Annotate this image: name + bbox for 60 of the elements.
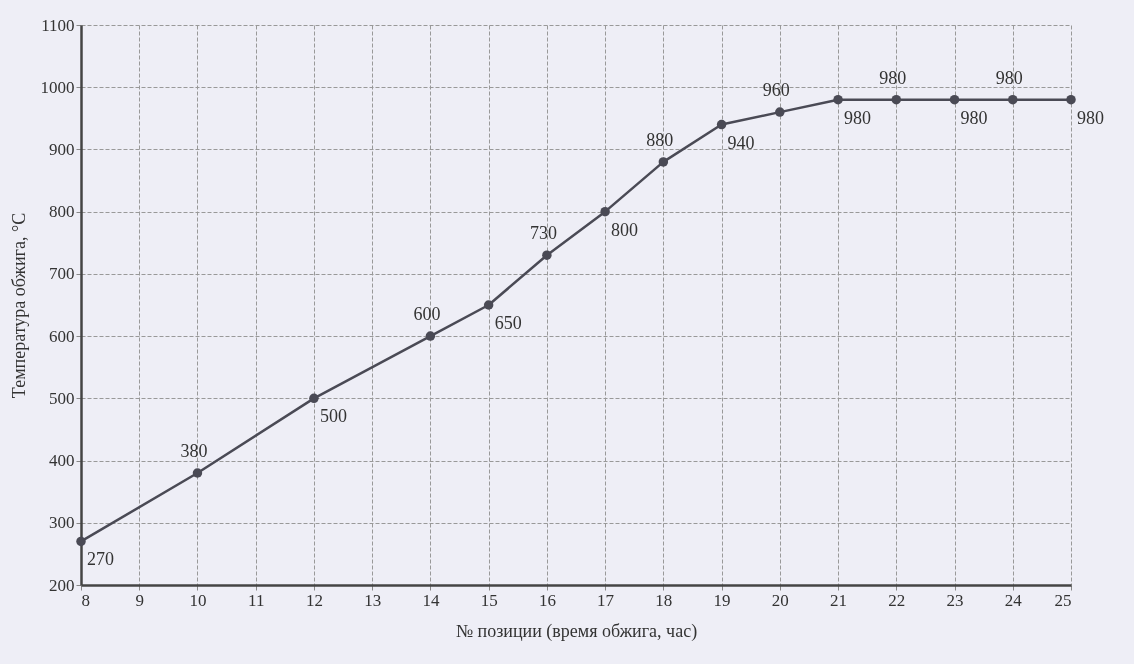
y-tick-label: 500: [49, 388, 75, 408]
data-label: 270: [87, 549, 114, 570]
data-label: 980: [844, 107, 872, 128]
data-label: 980: [1077, 107, 1104, 128]
point: [192, 468, 203, 478]
y-tick-label: 700: [49, 264, 75, 284]
x-tick-label: 18: [655, 590, 673, 610]
data-label: 980: [960, 107, 988, 128]
x-tick-label: 22: [888, 590, 906, 610]
point: [1066, 94, 1076, 105]
x-tick-label: 15: [480, 590, 498, 610]
y-tick-label: 800: [49, 202, 75, 222]
x-tick-label: 20: [771, 590, 789, 610]
y-tick-label: 200: [49, 575, 75, 595]
data-label: 730: [529, 223, 557, 244]
x-tick-label: 8: [81, 590, 90, 610]
point: [542, 250, 552, 260]
point: [949, 94, 960, 105]
x-tick-label: 9: [135, 590, 144, 610]
x-tick-label: 16: [538, 590, 556, 610]
x-tick-label: 25: [1054, 590, 1072, 610]
x-tick-label: 23: [946, 590, 964, 610]
x-tick-label: 10: [189, 590, 207, 610]
point: [1008, 94, 1018, 105]
point: [483, 300, 494, 310]
data-label: 980: [879, 67, 907, 88]
y-tick-label: 400: [49, 451, 75, 471]
data-label: 960: [762, 80, 790, 101]
point: [658, 157, 669, 167]
x-tick-label: 11: [248, 590, 265, 610]
x-axis-title: № позиции (время обжига, час): [455, 620, 698, 642]
data-label: 980: [995, 67, 1023, 88]
x-tick-label: 24: [1004, 590, 1023, 610]
y-tick-label: 900: [49, 139, 75, 159]
y-tick-label: 1100: [41, 15, 75, 35]
point: [309, 393, 319, 404]
point: [891, 94, 902, 105]
point: [76, 536, 86, 547]
data-label: 880: [646, 129, 674, 150]
point: [716, 119, 727, 130]
x-tick-label: 14: [422, 590, 440, 610]
data-label: 650: [494, 313, 522, 333]
y-tick-label: 600: [49, 326, 75, 346]
point: [833, 94, 843, 105]
x-tick-label: 19: [713, 590, 731, 610]
x-tick-label: 17: [597, 590, 615, 610]
point: [600, 206, 610, 217]
x-tick-label: 12: [305, 590, 323, 610]
data-label: 600: [413, 304, 441, 325]
data-label: 940: [727, 132, 755, 153]
data-label: 800: [611, 219, 639, 240]
point: [425, 331, 436, 341]
y-axis-title: Температура обжига, °С: [8, 212, 29, 399]
point: [775, 107, 785, 117]
y-tick-label: 300: [49, 513, 75, 533]
x-tick-label: 21: [830, 590, 848, 610]
x-tick-label: 13: [364, 590, 382, 610]
data-label: 500: [319, 406, 347, 427]
data-label: 380: [180, 441, 208, 461]
y-tick-label: 1000: [40, 77, 75, 97]
